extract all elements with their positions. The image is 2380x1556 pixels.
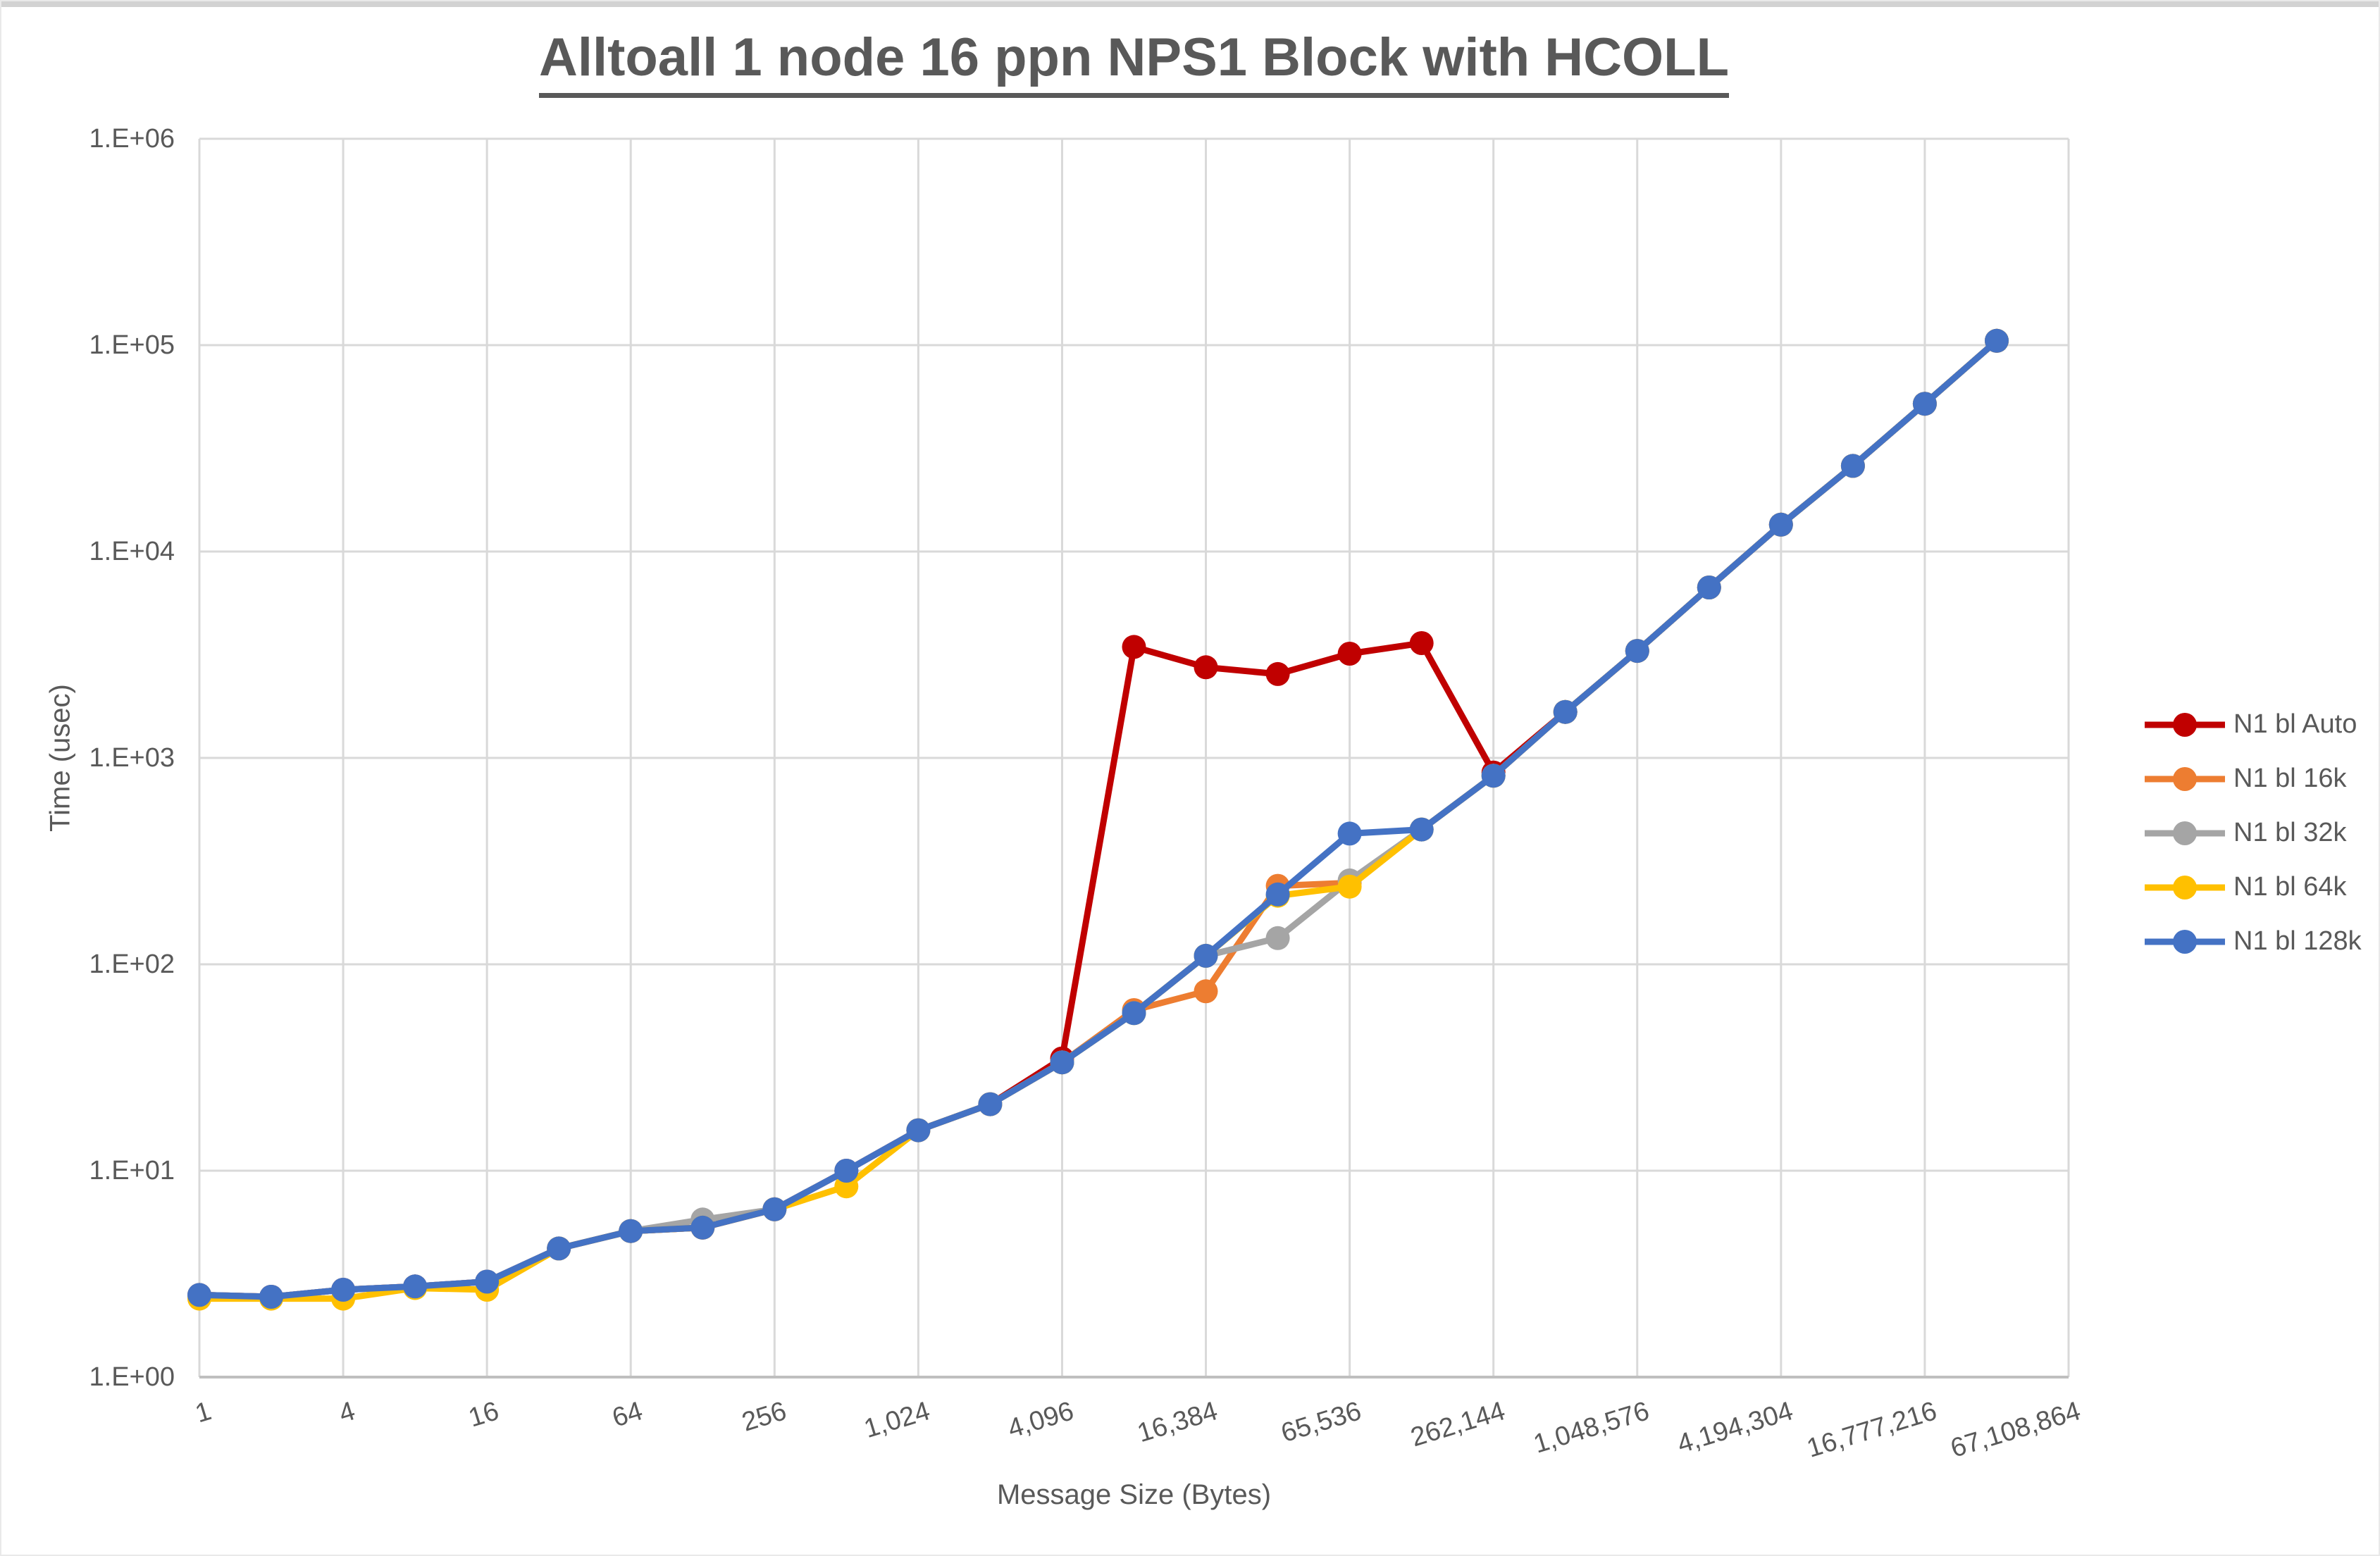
legend-marker	[2145, 875, 2225, 900]
y-tick-label: 1.E+02	[89, 950, 175, 979]
y-tick-label: 1.E+00	[89, 1362, 175, 1392]
data-point-marker	[187, 1283, 211, 1307]
legend-marker-dot	[2173, 929, 2197, 954]
data-point-marker	[1337, 642, 1362, 666]
data-point-marker	[906, 1118, 931, 1143]
series-n1-bl-16k	[187, 328, 2009, 1309]
legend-item: N1 bl 32k	[2143, 806, 2362, 860]
legend-item: N1 bl 16k	[2143, 752, 2362, 806]
legend-marker-dot	[2173, 766, 2197, 791]
y-tick-label: 1.E+01	[89, 1156, 175, 1185]
data-point-marker	[403, 1274, 428, 1299]
data-point-marker	[1768, 512, 1793, 537]
data-point-marker	[1409, 631, 1434, 655]
y-tick-label: 1.E+06	[89, 124, 175, 154]
window-top-edge	[1, 1, 2379, 7]
data-point-marker	[762, 1197, 787, 1221]
data-point-marker	[619, 1219, 643, 1243]
data-point-marker	[1265, 882, 1290, 907]
data-point-marker	[1481, 764, 1506, 788]
data-point-marker	[259, 1285, 283, 1309]
series-line	[196, 337, 2000, 1302]
chart-title: Alltoall 1 node 16 ppn NPS1 Block with H…	[199, 27, 2069, 98]
legend-item: N1 bl 128k	[2143, 914, 2362, 969]
series-line	[196, 337, 2000, 1300]
data-point-marker	[1122, 635, 1146, 659]
legend: N1 bl Auto N1 bl 16k N1 bl 32k N1 bl 64k N1 …	[2143, 697, 2362, 969]
data-point-marker	[1194, 979, 1218, 1004]
legend-marker-dot	[2173, 821, 2197, 845]
data-point-marker	[1194, 943, 1218, 968]
data-point-marker	[331, 1278, 356, 1302]
legend-marker	[2145, 712, 2225, 737]
data-point-marker	[1337, 821, 1362, 846]
data-point-marker	[1122, 1001, 1146, 1026]
data-point-marker	[1840, 454, 1865, 478]
data-point-marker	[1265, 661, 1290, 686]
data-point-marker	[690, 1215, 715, 1240]
legend-marker	[2145, 766, 2225, 791]
y-tick-label: 1.E+05	[89, 330, 175, 360]
data-point-marker	[1553, 699, 1578, 724]
legend-label: N1 bl 16k	[2233, 764, 2347, 793]
legend-label: N1 bl 32k	[2233, 818, 2347, 847]
y-tick-label: 1.E+04	[89, 537, 175, 566]
x-axis-title: Message Size (Bytes)	[996, 1479, 1272, 1510]
data-point-marker	[1625, 639, 1649, 664]
data-point-marker	[475, 1269, 500, 1294]
series-line	[196, 337, 2000, 1300]
series-n1-bl-64k	[187, 328, 2009, 1311]
data-point-marker	[1194, 655, 1218, 680]
legend-label: N1 bl 64k	[2233, 872, 2347, 902]
data-point-marker	[547, 1236, 571, 1261]
legend-item: N1 bl Auto	[2143, 697, 2362, 752]
y-axis-title: Time (usec)	[44, 684, 76, 832]
series-n1-bl-auto	[187, 328, 2009, 1309]
legend-marker	[2145, 821, 2225, 845]
y-tick-label: 1.E+03	[89, 743, 175, 773]
data-point-marker	[1912, 392, 1937, 416]
series-n1-bl-128k	[187, 328, 2009, 1309]
data-point-marker	[1337, 874, 1362, 899]
data-point-marker	[1050, 1050, 1074, 1075]
data-point-marker	[1985, 328, 2009, 353]
data-point-marker	[1409, 817, 1434, 842]
data-point-marker	[1265, 926, 1290, 950]
series-line	[196, 337, 2000, 1300]
legend-item: N1 bl 64k	[2143, 860, 2362, 914]
data-point-marker	[978, 1092, 1003, 1116]
data-point-marker	[1697, 575, 1721, 599]
legend-marker-dot	[2173, 712, 2197, 737]
legend-marker	[2145, 929, 2225, 954]
series-n1-bl-32k	[187, 328, 2009, 1309]
legend-marker-dot	[2173, 875, 2197, 900]
data-point-marker	[834, 1159, 859, 1183]
legend-label: N1 bl 128k	[2233, 926, 2362, 956]
series-line	[196, 337, 2000, 1300]
legend-label: N1 bl Auto	[2233, 709, 2357, 739]
